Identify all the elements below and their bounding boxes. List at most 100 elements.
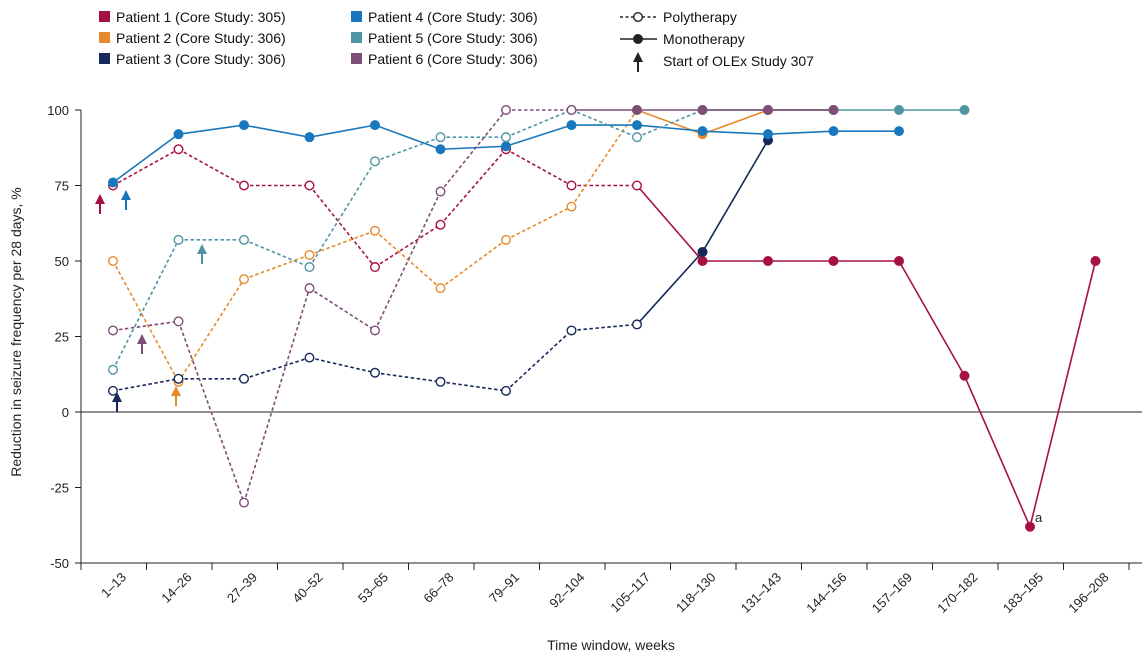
- x-tick-label: 92–104: [546, 570, 587, 611]
- series-segment-patient-5: [243, 239, 310, 268]
- data-point-patient-6: [370, 325, 381, 336]
- series-segment-patient-1: [374, 224, 441, 268]
- series-segment-patient-3: [243, 356, 310, 380]
- data-point-patient-3: [304, 352, 315, 363]
- data-point-patient-4: [107, 177, 118, 188]
- data-point-patient-1: [894, 256, 905, 267]
- legend-swatch: [351, 32, 362, 43]
- data-point-patient-1: [304, 180, 315, 191]
- data-point-patient-6: [828, 104, 839, 115]
- series-segment-patient-5: [505, 109, 572, 138]
- series-segment-patient-1: [636, 184, 704, 262]
- olex-arrow-head: [197, 244, 207, 254]
- data-point-patient-1: [763, 256, 774, 267]
- legend-label: Patient 2 (Core Study: 306): [116, 30, 286, 46]
- data-point-patient-5: [370, 156, 381, 167]
- y-tick-label: 75: [55, 179, 69, 194]
- data-point-patient-1: [238, 180, 249, 191]
- series-segment-patient-5: [308, 160, 376, 268]
- series-segment-patient-4: [440, 145, 507, 151]
- legend-swatch: [351, 11, 362, 22]
- data-point-patient-2: [107, 256, 118, 267]
- x-tick-label: 105–117: [607, 570, 653, 616]
- legend-monotherapy-marker: [633, 34, 644, 45]
- x-tick-label: 27–39: [224, 570, 260, 606]
- series-segment-patient-1: [178, 148, 245, 187]
- data-point-patient-3: [435, 376, 446, 387]
- x-tick-label: 53–65: [355, 570, 391, 606]
- data-point-patient-3: [173, 373, 184, 384]
- data-point-patient-1: [435, 219, 446, 230]
- series-segment-patient-3: [112, 377, 179, 392]
- x-tick-label: 118–130: [673, 570, 719, 616]
- legend-label: Patient 3 (Core Study: 306): [116, 51, 286, 67]
- x-tick-label: 183–195: [1000, 570, 1046, 616]
- data-point-patient-6: [632, 104, 643, 115]
- x-tick-label: 170–182: [934, 570, 980, 616]
- data-point-patient-5: [435, 132, 446, 143]
- data-point-patient-4: [435, 144, 446, 155]
- data-point-patient-5: [501, 132, 512, 143]
- series-segment-patient-3: [309, 356, 376, 374]
- y-axis-title: Reduction in seizure frequency per 28 da…: [8, 187, 24, 477]
- olex-arrow-head: [95, 194, 105, 204]
- y-tick-label: 25: [55, 330, 69, 345]
- series-segment-patient-1: [1029, 260, 1097, 527]
- data-point-patient-1: [566, 180, 577, 191]
- series-segment-patient-1: [112, 148, 179, 187]
- series-segment-patient-4: [112, 133, 179, 184]
- x-tick-label: 66–78: [420, 570, 456, 606]
- series-segment-patient-2: [570, 109, 638, 208]
- data-point-patient-1: [1024, 521, 1035, 532]
- data-point-patient-5: [959, 104, 970, 115]
- y-tick-label: -50: [50, 556, 69, 571]
- legend-swatch: [99, 11, 110, 22]
- data-point-patient-4: [238, 120, 249, 131]
- series-segment-patient-6: [374, 191, 442, 331]
- data-point-patient-4: [894, 126, 905, 137]
- data-point-patient-4: [763, 129, 774, 140]
- series-lines: [112, 109, 1097, 528]
- legend-label: Patient 6 (Core Study: 306): [368, 51, 538, 67]
- series-segment-patient-2: [505, 205, 572, 241]
- x-axis-title: Time window, weeks: [547, 637, 675, 653]
- x-tick-label: 196–208: [1065, 570, 1111, 616]
- data-point-patient-6: [173, 316, 184, 327]
- data-point-patient-4: [501, 141, 512, 152]
- y-tick-label: 0: [62, 405, 69, 420]
- legend-swatch: [99, 53, 110, 64]
- data-point-patient-3: [697, 246, 708, 257]
- series-segment-patient-4: [178, 124, 245, 135]
- data-point-patient-1: [828, 256, 839, 267]
- data-point-patient-1: [173, 144, 184, 155]
- series-segment-patient-5: [374, 136, 441, 163]
- y-tick-label: 100: [47, 103, 69, 118]
- data-point-patient-3: [632, 319, 643, 330]
- series-segment-patient-4: [309, 124, 376, 138]
- olex-arrow-head: [137, 334, 147, 344]
- data-point-patient-5: [304, 262, 315, 273]
- series-segment-patient-1: [308, 184, 376, 268]
- legend-label: Patient 4 (Core Study: 306): [368, 9, 538, 25]
- data-point-patient-3: [566, 325, 577, 336]
- series-segment-patient-4: [767, 130, 834, 135]
- series-segment-patient-6: [112, 320, 179, 332]
- data-point-patient-6: [238, 497, 249, 508]
- series-segment-patient-1: [439, 148, 507, 226]
- data-point-patient-4: [370, 120, 381, 131]
- data-point-patient-4: [173, 129, 184, 140]
- series-segment-patient-6: [309, 287, 376, 332]
- legend-label: Patient 5 (Core Study: 306): [368, 30, 538, 46]
- data-point-patient-2: [435, 283, 446, 294]
- data-point-patient-6: [566, 104, 577, 115]
- data-point-patient-3: [370, 367, 381, 378]
- data-point-patient-3: [107, 385, 118, 396]
- data-point-patient-4: [828, 126, 839, 137]
- series-segment-patient-6: [439, 109, 507, 193]
- olex-arrow-head: [121, 190, 131, 200]
- series-segment-patient-3: [701, 139, 769, 253]
- x-tick-label: 131–143: [738, 570, 784, 616]
- data-point-patient-1: [959, 370, 970, 381]
- series-markers: [107, 104, 1101, 532]
